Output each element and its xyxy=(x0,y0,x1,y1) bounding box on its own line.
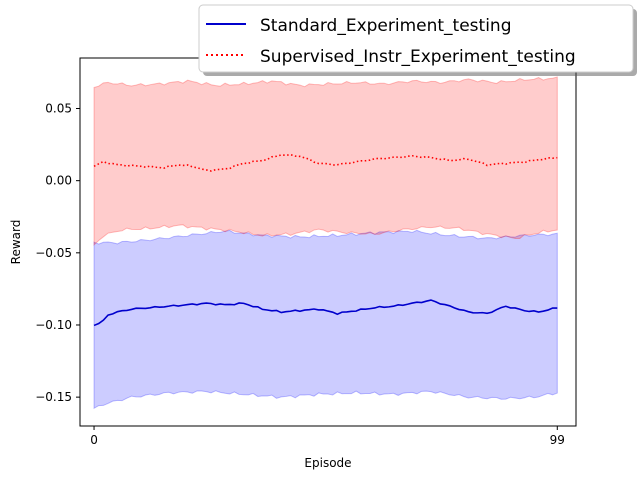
confidence-bands xyxy=(93,76,558,410)
y-tick-label: −0.10 xyxy=(35,318,72,332)
x-axis: 0 99 xyxy=(90,426,565,447)
legend-label-supervised: Supervised_Instr_Experiment_testing xyxy=(260,47,576,67)
x-tick-label: 0 xyxy=(90,433,98,447)
x-axis-label: Episode xyxy=(304,456,351,470)
y-tick-label: −0.05 xyxy=(35,246,72,260)
legend-label-standard: Standard_Experiment_testing xyxy=(260,16,512,36)
y-tick-label: 0.00 xyxy=(45,174,72,188)
legend-box xyxy=(198,4,634,73)
line-series-0 xyxy=(93,299,558,327)
y-tick-label: −0.15 xyxy=(35,390,72,404)
x-tick-label: 99 xyxy=(550,433,565,447)
band-series-0 xyxy=(93,229,558,410)
line-series-1 xyxy=(93,153,558,172)
series-lines xyxy=(93,153,558,327)
legend: Standard_Experiment_testing Supervised_I… xyxy=(198,4,637,76)
y-tick-label: 0.05 xyxy=(45,102,72,116)
band-series-1 xyxy=(93,76,558,247)
y-axis: 0.05 0.00 −0.05 −0.10 −0.15 xyxy=(35,102,80,404)
y-axis-label: Reward xyxy=(9,220,23,265)
